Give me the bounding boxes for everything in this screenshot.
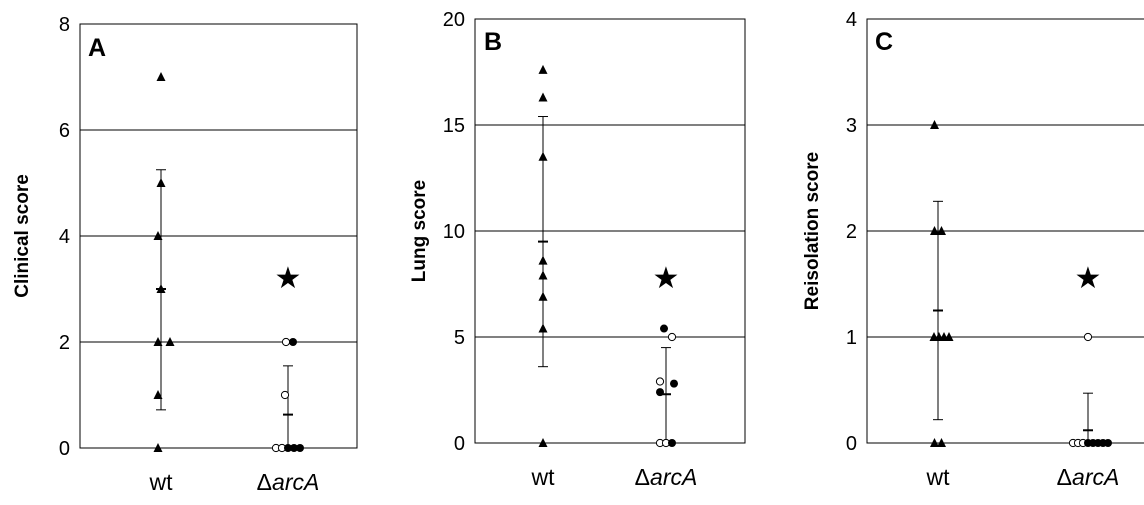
y-tick-label: 2 [59,332,70,354]
y-tick-label: 6 [59,120,70,142]
filled-circle-marker [296,444,304,452]
data-points [929,120,1112,448]
triangle-marker [156,284,166,293]
triangle-marker [930,120,939,129]
error-bars [156,169,293,448]
triangle-marker [156,72,166,81]
delta-symbol: Δ [257,469,272,495]
star-icon: ★ [653,262,680,295]
gridlines [867,124,1144,338]
x-category-label: wt [926,464,951,490]
panel-a: 0 2 4 6 8 wt ΔarcA A Clinical score ★ [12,14,358,495]
triangle-marker [944,332,954,341]
triangle-marker [153,443,163,452]
y-tick-label: 15 [443,115,465,137]
triangle-marker [153,231,163,240]
y-tick-label: 5 [454,327,465,349]
y-tick-labels: 0 1 2 3 4 [846,9,857,455]
panel-label: C [875,28,893,56]
triangle-marker [538,270,548,280]
filled-circle-marker [290,444,298,452]
x-category-label: ΔarcA [1057,464,1120,490]
triangle-marker [538,291,548,301]
open-circle-marker [281,337,291,347]
filled-circle-marker [670,379,678,388]
triangle-marker [930,226,939,235]
x-category-label: ΔarcA [257,469,320,495]
y-tick-labels: 0 5 10 15 20 [443,9,465,455]
triangle-marker [538,255,548,265]
y-tick-label: 4 [59,226,70,248]
filled-circle-marker [284,444,292,452]
gene-name: arcA [1072,464,1119,490]
star-icon: ★ [275,262,302,295]
triangle-marker [538,323,548,333]
filled-circle-marker [289,338,297,346]
x-category-label: wt [149,469,174,495]
data-points [538,64,678,448]
error-bars [933,200,1093,443]
triangle-marker [165,337,175,346]
triangle-marker [156,178,166,187]
filled-circle-marker [660,324,668,333]
triangle-marker [538,64,548,74]
y-tick-label: 0 [59,438,70,460]
triangle-marker [937,226,946,235]
x-category-labels: wt ΔarcA [926,464,1120,490]
y-tick-label: 4 [846,9,857,31]
triangle-marker [538,92,548,102]
significance-star: ★ [1075,262,1102,295]
triangle-marker [153,337,163,346]
panel-label: A [88,34,106,62]
triangle-marker [153,390,163,399]
gridlines [80,129,357,343]
filled-circle-marker [656,388,664,397]
y-axis-label: Lung score [409,180,430,282]
filled-circle-marker [1104,439,1112,447]
open-circle-marker [280,390,290,400]
star-icon: ★ [1075,262,1102,295]
significance-star: ★ [275,262,302,295]
panel-b: 0 5 10 15 20 wt ΔarcA B Lung score ★ [409,9,746,490]
y-tick-label: 8 [59,14,70,36]
triangle-marker [930,438,939,447]
open-circle-marker [655,377,665,386]
panel-label: B [484,28,502,56]
triangle-marker [538,151,548,161]
open-circle-marker [1083,332,1093,342]
x-category-label: ΔarcA [635,464,698,490]
y-axis-label: Clinical score [12,174,33,298]
x-category-labels: wt ΔarcA [149,469,320,495]
y-tick-label: 10 [443,221,465,243]
open-circle-marker [667,332,677,342]
delta-symbol: Δ [635,464,650,490]
gene-name: arcA [272,469,319,495]
triangle-marker [937,438,946,447]
y-axis-label: Reisolation score [802,152,823,310]
y-tick-label: 1 [846,327,857,349]
y-tick-label: 0 [846,433,857,455]
panel-c: 0 1 2 3 4 wt ΔarcA C Reisolation score ★ [802,9,1144,490]
y-tick-labels: 0 2 4 6 8 [59,14,70,460]
x-category-label: wt [531,464,556,490]
y-tick-label: 0 [454,433,465,455]
y-tick-label: 3 [846,115,857,137]
filled-circle-marker [668,439,676,447]
y-tick-label: 2 [846,221,857,243]
delta-symbol: Δ [1057,464,1072,490]
significance-star: ★ [653,262,680,295]
x-category-labels: wt ΔarcA [531,464,698,490]
gridlines [475,124,745,338]
y-tick-label: 20 [443,9,465,31]
gene-name: arcA [650,464,697,490]
data-points [153,72,304,453]
triangle-marker [538,438,548,447]
error-bars [538,116,671,443]
